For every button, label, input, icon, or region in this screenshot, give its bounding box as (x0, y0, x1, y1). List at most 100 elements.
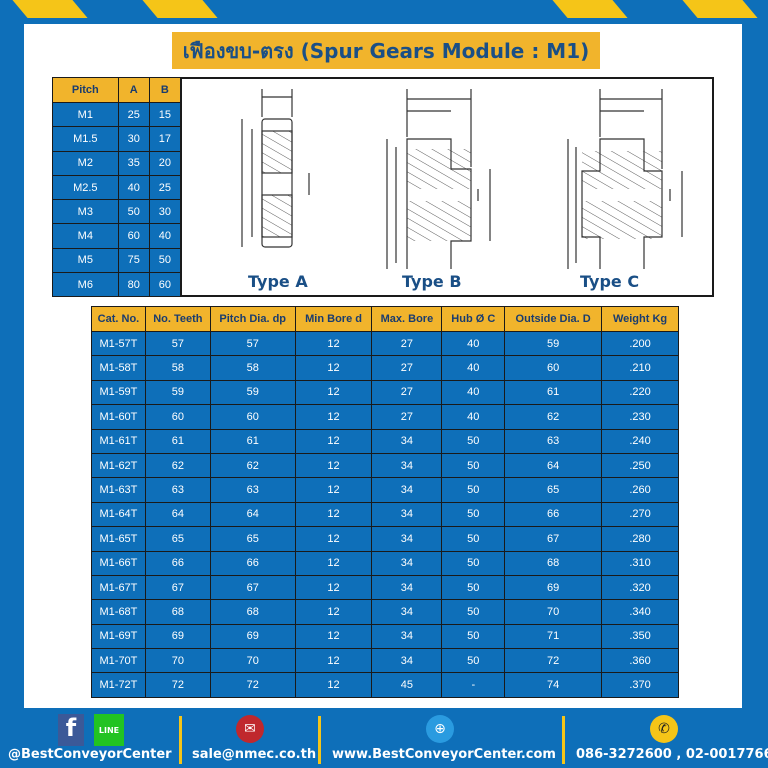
spec-cell: 64 (144, 501, 211, 528)
spec-cell: .240 (601, 428, 679, 454)
spec-cell: 57 (209, 330, 296, 357)
spec-cell: .220 (601, 379, 679, 406)
divider (562, 716, 565, 764)
spec-cell: .310 (601, 550, 679, 576)
spec-cell: 68 (209, 599, 296, 625)
pitch-cell: M1 (52, 101, 119, 128)
type-a-drawing (241, 89, 310, 248)
decor-stripe (12, 0, 88, 18)
spec-cell: 71 (504, 623, 603, 650)
spec-cell: 68 (504, 550, 603, 576)
spec-cell: 34 (371, 501, 443, 528)
spec-cell: M1-57T (91, 330, 146, 357)
table-row: M3 50 30 (52, 199, 182, 225)
table-row: M1-66T 66 66 12 34 50 68.310 (91, 550, 679, 576)
spec-cell: M1-63T (91, 477, 146, 503)
mail-icon: ✉ (236, 715, 264, 743)
spec-cell: 67 (209, 574, 296, 601)
spec-cell: M1-61T (91, 428, 146, 454)
spec-cell: 50 (441, 550, 506, 576)
table-row: M1-70T 70 70 12 34 50 72.360 (91, 648, 679, 674)
pitch-cell: M4 (52, 223, 119, 249)
spec-cell: M1-59T (91, 379, 146, 406)
table-row: M6 80 60 (52, 272, 182, 298)
column-header: Pitch (52, 77, 119, 103)
spec-cell: 34 (371, 623, 443, 650)
facebook-icon[interactable]: f (58, 714, 84, 746)
table-row: M5 75 50 (52, 247, 182, 274)
table-row: M1-57T 57 57 12 27 40 59.200 (91, 330, 679, 357)
spec-cell: 58 (144, 355, 211, 381)
spec-cell: 34 (371, 599, 443, 625)
phone-icon: ✆ (650, 715, 678, 743)
spec-cell: 61 (209, 428, 296, 454)
type-b-label: Type B (402, 272, 462, 291)
spec-cell: 27 (371, 379, 443, 406)
spec-cell: 64 (504, 452, 603, 479)
spec-cell: - (441, 672, 506, 698)
spec-cell: 57 (144, 330, 211, 357)
spec-cell: 12 (294, 330, 373, 357)
spec-cell: 12 (294, 428, 373, 454)
pitch-cell: M1.5 (52, 126, 119, 152)
spec-cell: 12 (294, 477, 373, 503)
spec-cell: .280 (601, 526, 679, 552)
spec-cell: 50 (441, 477, 506, 503)
spec-cell: 70 (504, 599, 603, 625)
spec-cell: 65 (144, 526, 211, 552)
footer: f LINE @BestConveyorCenter ✉ sale@nmec.c… (0, 712, 768, 768)
spec-cell: 60 (504, 355, 603, 381)
spec-cell: 65 (209, 526, 296, 552)
spec-cell: 12 (294, 379, 373, 406)
pitch-cell: 25 (148, 174, 182, 201)
spec-cell: 60 (209, 404, 296, 430)
spec-cell: 12 (294, 526, 373, 552)
spec-cell: 12 (294, 599, 373, 625)
spec-cell: 60 (144, 404, 211, 430)
spec-cell: .260 (601, 477, 679, 503)
spec-cell: M1-64T (91, 501, 146, 528)
spec-cell: M1-65T (91, 526, 146, 552)
spec-cell: 65 (504, 477, 603, 503)
spec-cell: 12 (294, 550, 373, 576)
phone-numbers: 086-3272600 , 02-0017766 (576, 747, 768, 762)
spec-cell: M1-67T (91, 574, 146, 601)
spec-cell: 12 (294, 574, 373, 601)
column-header: No. Teeth (144, 306, 211, 332)
table-row: M1.5 30 17 (52, 126, 182, 152)
email-link[interactable]: sale@nmec.co.th (192, 747, 317, 762)
spec-cell: 40 (441, 404, 506, 430)
spec-cell: .210 (601, 355, 679, 381)
line-icon[interactable]: LINE (94, 714, 124, 746)
spec-cell: 40 (441, 379, 506, 406)
spec-cell: 34 (371, 428, 443, 454)
spec-cell: .230 (601, 404, 679, 430)
spec-cell: .250 (601, 452, 679, 479)
spec-cell: 34 (371, 452, 443, 479)
spec-cell: .320 (601, 574, 679, 601)
social-handle[interactable]: @BestConveyorCenter (8, 747, 172, 762)
column-header: Pitch Dia. dp (209, 306, 296, 332)
spec-cell: 12 (294, 648, 373, 674)
pitch-cell: 50 (148, 247, 182, 274)
divider (179, 716, 182, 764)
spec-cell: M1-72T (91, 672, 146, 698)
website-link[interactable]: www.BestConveyorCenter.com (332, 747, 556, 762)
type-c-label: Type C (580, 272, 640, 291)
spec-cell: M1-58T (91, 355, 146, 381)
spec-cell: 34 (371, 477, 443, 503)
pitch-cell: 30 (117, 126, 150, 152)
spec-cell: 59 (144, 379, 211, 406)
spec-cell: 34 (371, 574, 443, 601)
table-row: M1 25 15 (52, 101, 182, 128)
spec-cell: 64 (209, 501, 296, 528)
table-row: M2.5 40 25 (52, 174, 182, 201)
column-header: Weight Kg (601, 306, 679, 332)
spec-cell: 72 (144, 672, 211, 698)
spec-cell: 50 (441, 574, 506, 601)
decor-stripe (682, 0, 758, 18)
spec-cell: 40 (441, 330, 506, 357)
table-row: M1-60T 60 60 12 27 40 62.230 (91, 404, 679, 430)
spec-cell: M1-66T (91, 550, 146, 576)
pitch-cell: 80 (117, 272, 150, 298)
